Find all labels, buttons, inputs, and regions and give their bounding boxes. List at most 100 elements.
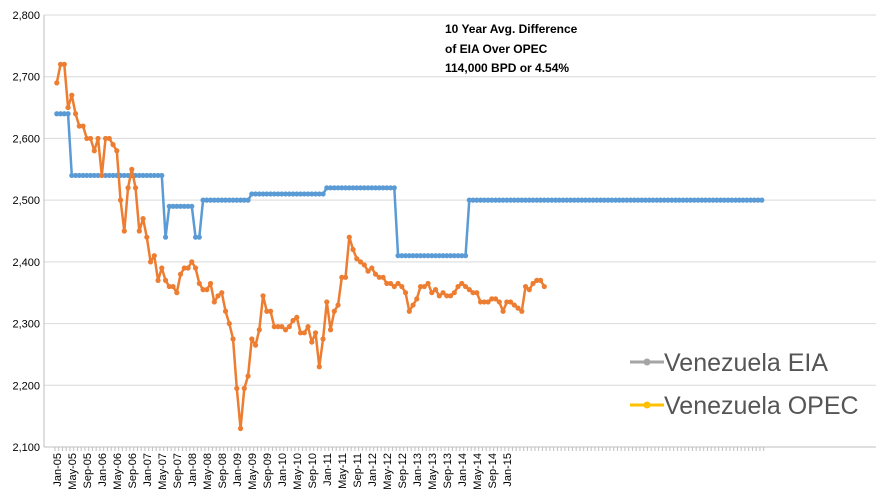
data-point (496, 299, 502, 305)
data-point (706, 197, 712, 203)
data-point (117, 197, 124, 203)
data-point (166, 283, 172, 290)
data-point (579, 197, 585, 203)
x-tick-label: May-12 (382, 453, 394, 490)
data-point (226, 320, 232, 327)
data-point (620, 197, 626, 203)
data-point (639, 197, 645, 203)
data-point (714, 197, 720, 203)
data-point (410, 253, 416, 259)
data-point (417, 283, 424, 290)
data-point (462, 253, 469, 259)
data-point (331, 185, 337, 191)
data-point (245, 373, 251, 379)
data-point (91, 172, 97, 179)
data-point (166, 203, 172, 209)
data-point (155, 277, 161, 283)
data-point (324, 185, 330, 191)
data-point (121, 228, 127, 234)
data-point (286, 191, 292, 197)
data-point (189, 259, 195, 265)
data-point (646, 197, 652, 203)
x-tick-label: Jan-07 (142, 453, 154, 487)
data-point (147, 172, 154, 179)
data-point (732, 197, 739, 203)
legend-label-opec: Venezuela OPEC (664, 392, 859, 420)
y-tick-label: 2,100 (12, 442, 40, 454)
data-point (76, 172, 82, 179)
data-point (200, 287, 206, 293)
data-point (174, 290, 180, 296)
data-point (594, 197, 600, 203)
data-point (279, 324, 285, 330)
data-point (635, 197, 641, 203)
data-point (335, 302, 341, 308)
x-tick-label: Jan-08 (187, 453, 199, 487)
x-tick-label: Sep-09 (262, 453, 274, 488)
data-point (181, 265, 187, 271)
data-point (65, 104, 71, 111)
data-point (492, 296, 499, 302)
data-point (354, 256, 360, 262)
y-tick-label: 2,500 (12, 195, 40, 207)
data-point (432, 287, 439, 293)
data-point (650, 197, 656, 203)
data-point (267, 308, 274, 314)
data-point (331, 308, 337, 314)
data-point (612, 197, 619, 203)
data-point (110, 142, 116, 148)
data-point (687, 197, 694, 203)
data-point (69, 172, 75, 179)
data-point (245, 197, 251, 203)
data-point (162, 234, 169, 240)
data-point (417, 253, 424, 259)
data-point (271, 324, 277, 330)
data-point (507, 299, 514, 305)
x-tick-label: Jan-09 (232, 453, 244, 487)
data-point (297, 191, 304, 197)
series-venezuela-opec (54, 61, 547, 432)
x-tick-label: Jan-06 (97, 453, 109, 487)
data-point (361, 185, 367, 191)
data-point (399, 283, 405, 290)
data-point (474, 197, 480, 203)
data-point (275, 191, 281, 197)
data-point (481, 299, 487, 305)
data-point (429, 253, 435, 259)
data-point (466, 197, 472, 203)
data-point (256, 327, 262, 333)
data-point (665, 197, 671, 203)
data-point (95, 172, 101, 179)
data-point (717, 197, 724, 203)
x-tick-label: May-14 (472, 453, 484, 490)
data-point (237, 197, 244, 203)
data-point (361, 262, 367, 268)
data-point (556, 197, 562, 203)
data-point (609, 197, 615, 203)
data-point (335, 185, 341, 191)
data-point (429, 290, 435, 296)
data-point (267, 191, 274, 197)
data-point (219, 197, 225, 203)
data-point (264, 191, 270, 197)
data-point (252, 191, 259, 197)
data-point (504, 299, 510, 305)
series-venezuela-eia (54, 111, 765, 259)
data-point (305, 324, 311, 330)
data-point (196, 280, 202, 287)
data-point (466, 287, 472, 293)
x-tick-label: Sep-11 (352, 453, 364, 488)
data-point (61, 111, 67, 117)
data-point (219, 290, 225, 296)
data-point (102, 172, 109, 179)
data-point (702, 197, 709, 203)
data-point (256, 191, 262, 197)
data-point (751, 197, 757, 203)
data-point (616, 197, 622, 203)
data-point (125, 185, 131, 191)
data-point (740, 197, 746, 203)
data-point (147, 259, 154, 265)
data-point (54, 80, 60, 86)
data-point (192, 265, 199, 271)
